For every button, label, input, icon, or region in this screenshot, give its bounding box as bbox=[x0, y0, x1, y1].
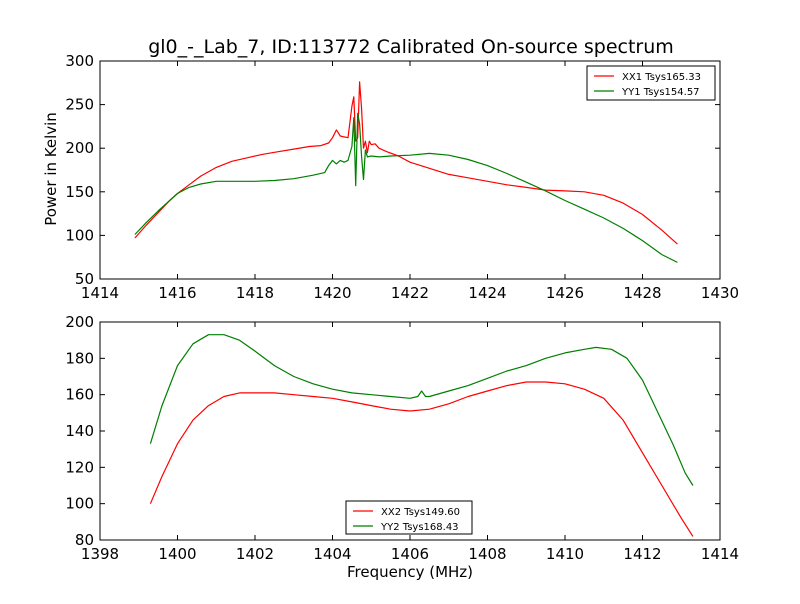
x-tick-label: 1412 bbox=[623, 545, 661, 563]
x-tick-label: 1410 bbox=[546, 545, 584, 563]
series-line-yy2 bbox=[149, 334, 694, 486]
x-tick-label: 1426 bbox=[546, 284, 584, 302]
x-tick-label: 1420 bbox=[313, 284, 351, 302]
x-tick-label: 1422 bbox=[391, 284, 429, 302]
legend-entry-label: XX2 Tsys149.60 bbox=[381, 507, 460, 518]
x-tick-label: 1414 bbox=[701, 545, 739, 563]
y-tick-label: 180 bbox=[65, 349, 94, 367]
legend-entry-label: YY1 Tsys154.57 bbox=[621, 87, 700, 98]
legend-box bbox=[345, 500, 473, 535]
x-tick-label: 1430 bbox=[701, 284, 739, 302]
y-tick-label: 200 bbox=[65, 313, 94, 331]
y-tick-label: 100 bbox=[65, 495, 94, 513]
x-tick-label: 1428 bbox=[623, 284, 661, 302]
y-axis-label: Power in Kelvin bbox=[42, 112, 60, 226]
y-tick-label: 140 bbox=[65, 422, 94, 440]
series-line-xx2 bbox=[149, 381, 694, 537]
x-tick-label: 1400 bbox=[158, 545, 196, 563]
y-tick-label: 250 bbox=[65, 96, 94, 114]
legend: XX1 Tsys165.33 YY1 Tsys154.57 bbox=[586, 65, 716, 101]
y-tick-label: 120 bbox=[65, 458, 94, 476]
top-plot: 1414 1416 1418 1420 1422 1424 1426 1428 1430 50 10… bbox=[65, 52, 739, 302]
bottom-plot: 1398 1400 1402 1404 1406 1408 1410 1412 1414 80 10… bbox=[65, 313, 739, 563]
y-tick-label: 80 bbox=[75, 531, 94, 549]
y-tick-label: 300 bbox=[65, 52, 94, 70]
x-tick-label: 1418 bbox=[236, 284, 274, 302]
x-axis-label: Frequency (MHz) bbox=[347, 563, 473, 581]
y-tick-label: 100 bbox=[65, 226, 94, 244]
x-tick-label: 1416 bbox=[158, 284, 196, 302]
x-tick-label: 1408 bbox=[468, 545, 506, 563]
legend-box bbox=[586, 65, 716, 101]
y-tick-label: 200 bbox=[65, 139, 94, 157]
chart-title: gl0_-_Lab_7, ID:113772 Calibrated On-sou… bbox=[148, 36, 674, 58]
y-tick-label: 150 bbox=[65, 183, 94, 201]
legend: XX2 Tsys149.60 YY2 Tsys168.43 bbox=[345, 500, 473, 535]
x-tick-label: 1424 bbox=[468, 284, 506, 302]
legend-entry-label: XX1 Tsys165.33 bbox=[622, 72, 701, 83]
y-tick-label: 160 bbox=[65, 386, 94, 404]
x-tick-label: 1402 bbox=[236, 545, 274, 563]
y-tick-label: 50 bbox=[75, 270, 94, 288]
x-tick-label: 1404 bbox=[313, 545, 351, 563]
x-tick-label: 1406 bbox=[391, 545, 429, 563]
legend-entry-label: YY2 Tsys168.43 bbox=[380, 522, 459, 533]
x-tick-label: 1398 bbox=[81, 545, 119, 563]
series-line-xx1 bbox=[134, 81, 678, 245]
series-line-yy1 bbox=[134, 112, 678, 263]
x-tick-label: 1414 bbox=[81, 284, 119, 302]
